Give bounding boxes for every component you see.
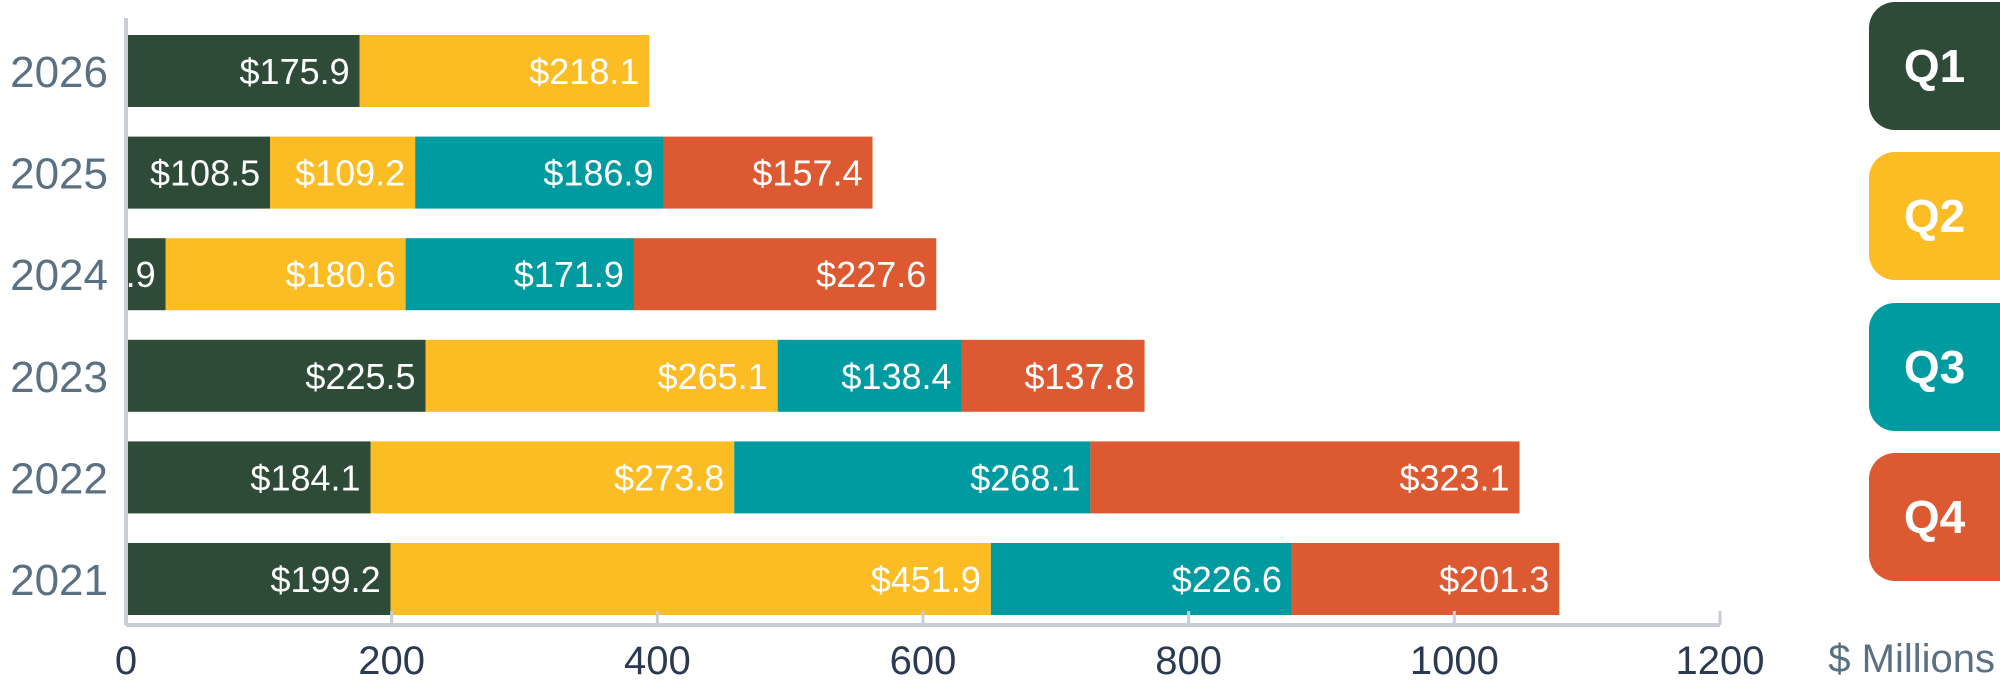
value-label-q4-2023: $137.8 bbox=[1024, 356, 1134, 397]
legend-label-q4: Q4 bbox=[1903, 491, 1966, 543]
value-label-q3-2024: $171.9 bbox=[514, 254, 624, 295]
value-label-q4-2025: $157.4 bbox=[752, 153, 862, 194]
value-label-q3-2021: $226.6 bbox=[1172, 559, 1282, 600]
x-tick-label-200: 200 bbox=[358, 639, 425, 682]
x-tick-label-600: 600 bbox=[890, 639, 957, 682]
legend-label-q2: Q2 bbox=[1903, 190, 1966, 242]
category-label-2023: 2023 bbox=[10, 353, 108, 402]
x-tick-label-1000: 1000 bbox=[1410, 639, 1499, 682]
value-label-q2-2023: $265.1 bbox=[658, 356, 768, 397]
value-label-q2-2026: $218.1 bbox=[529, 51, 639, 92]
bar-q2-2026 bbox=[359, 35, 650, 107]
category-label-2022: 2022 bbox=[10, 454, 108, 503]
x-tick-label-400: 400 bbox=[624, 639, 691, 682]
value-label-q4-2022: $323.1 bbox=[1399, 457, 1509, 498]
category-label-2025: 2025 bbox=[10, 150, 108, 199]
bar-q1-2022 bbox=[126, 441, 371, 514]
bar-q3-2021 bbox=[990, 543, 1292, 615]
legend-item-q2: Q2 bbox=[1869, 152, 2000, 280]
bar-q3-2023 bbox=[777, 339, 962, 412]
bar-q3-2022 bbox=[734, 441, 1091, 514]
x-tick-label-800: 800 bbox=[1155, 639, 1222, 682]
category-label-2021: 2021 bbox=[10, 556, 108, 605]
bar-q3-2024 bbox=[405, 238, 634, 311]
legend-item-q1: Q1 bbox=[1869, 2, 2000, 130]
value-label-q1-2021: $199.2 bbox=[270, 559, 380, 600]
bar-q3-2025 bbox=[415, 136, 664, 209]
value-label-q2-2025: $109.2 bbox=[295, 153, 405, 194]
x-axis-title: $ Millions bbox=[1828, 637, 1995, 681]
bar-q4-2025 bbox=[663, 136, 873, 209]
value-label-q1-2024: $29.9 bbox=[66, 254, 156, 295]
value-label-q2-2024: $180.6 bbox=[286, 254, 396, 295]
bar-q2-2022 bbox=[370, 441, 735, 514]
bar-q2-2024 bbox=[165, 238, 406, 311]
bar-q4-2024 bbox=[633, 238, 937, 311]
value-label-q2-2022: $273.8 bbox=[614, 457, 724, 498]
value-label-q1-2025: $108.5 bbox=[150, 153, 260, 194]
bar-q2-2021 bbox=[390, 543, 991, 615]
bars-layer bbox=[126, 35, 1560, 615]
value-label-q1-2026: $175.9 bbox=[240, 51, 350, 92]
legend-item-q4: Q4 bbox=[1869, 453, 2000, 581]
value-label-q3-2022: $268.1 bbox=[970, 457, 1080, 498]
value-labels-layer: $175.9 $218.1 $108.5 $109.2 $186.9 $157.4 $29.… bbox=[66, 51, 1550, 600]
bar-q4-2022 bbox=[1090, 441, 1520, 514]
value-label-q3-2023: $138.4 bbox=[841, 356, 951, 397]
x-tick-label-1200: 1200 bbox=[1676, 639, 1765, 682]
bar-q1-2026 bbox=[126, 35, 360, 107]
category-label-2026: 2026 bbox=[10, 48, 108, 97]
bar-q1-2024 bbox=[126, 238, 166, 311]
bar-q4-2023 bbox=[961, 339, 1145, 412]
bar-q1-2023 bbox=[126, 339, 426, 412]
legend-label-q1: Q1 bbox=[1903, 40, 1966, 92]
legend-label-q3: Q3 bbox=[1903, 341, 1966, 393]
bar-q2-2023 bbox=[425, 339, 778, 412]
value-label-q1-2022: $184.1 bbox=[250, 457, 360, 498]
bar-q1-2021 bbox=[126, 543, 391, 615]
bar-q4-2021 bbox=[1291, 543, 1560, 615]
value-label-q4-2024: $227.6 bbox=[816, 254, 926, 295]
value-label-q4-2021: $201.3 bbox=[1439, 559, 1549, 600]
value-label-q3-2025: $186.9 bbox=[543, 153, 653, 194]
value-label-q2-2021: $451.9 bbox=[871, 559, 981, 600]
value-label-q1-2023: $225.5 bbox=[305, 356, 415, 397]
bar-q2-2025 bbox=[270, 136, 416, 209]
category-label-2024: 2024 bbox=[10, 251, 108, 300]
x-tick-label-0: 0 bbox=[115, 639, 137, 682]
legend-item-q3: Q3 bbox=[1869, 303, 2000, 431]
bar-q1-2025 bbox=[126, 136, 271, 209]
